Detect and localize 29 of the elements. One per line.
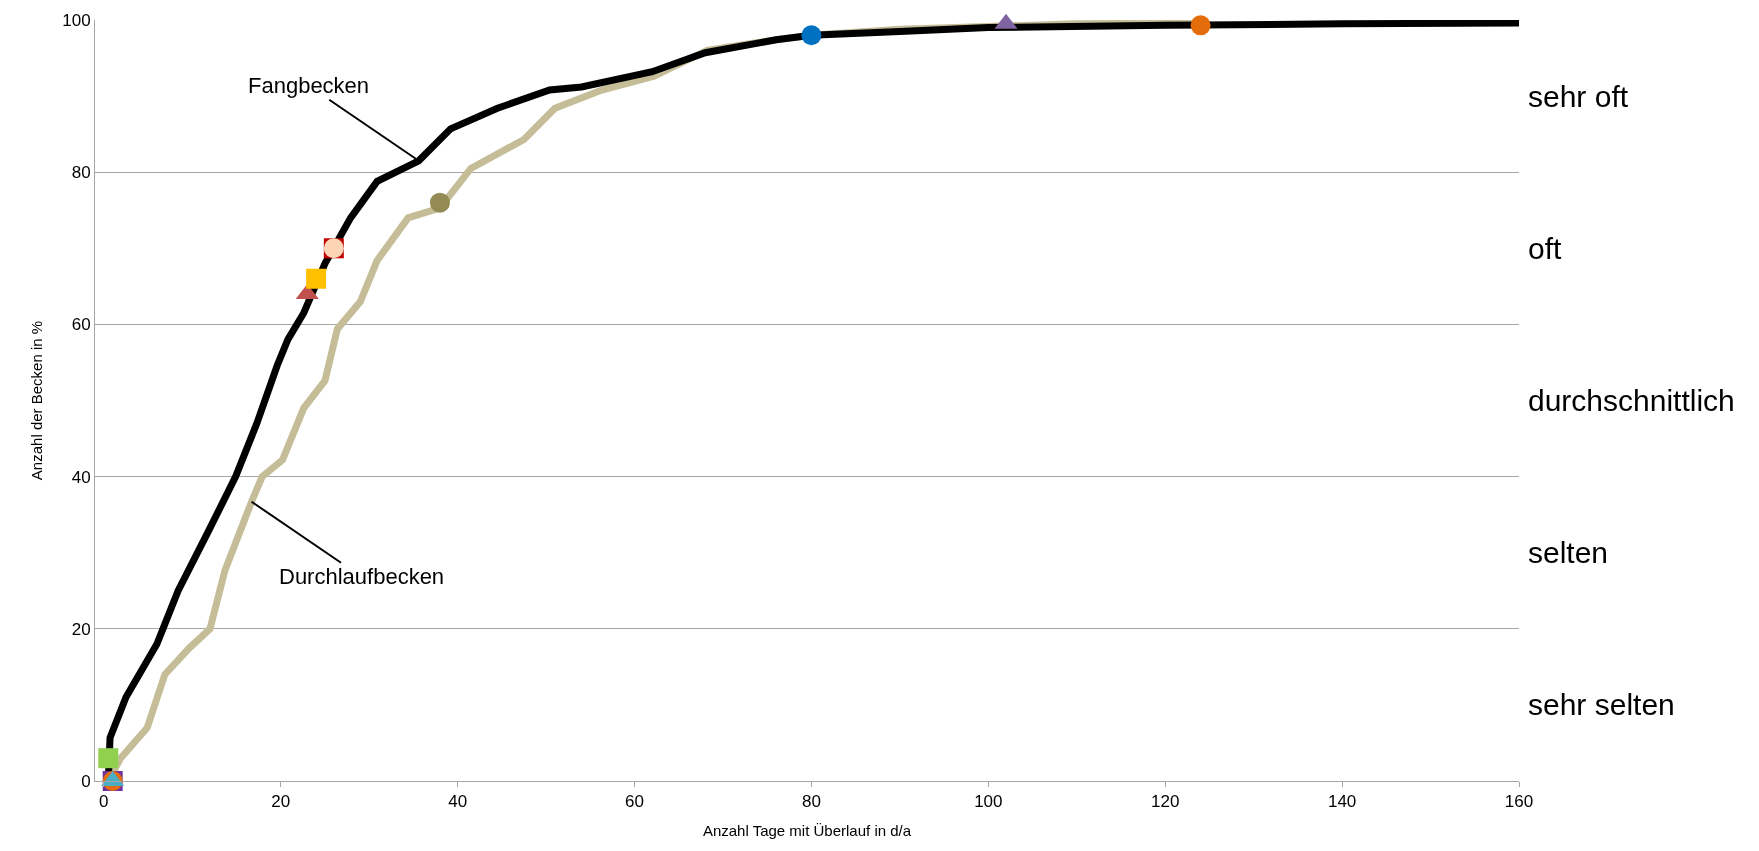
annotation: Fangbecken xyxy=(248,73,370,98)
x-tick-label: 120 xyxy=(1151,792,1180,812)
text: sehr oft xyxy=(1528,80,1629,113)
x-tick-label: 140 xyxy=(1327,792,1357,812)
point xyxy=(98,748,119,769)
x-tick-label: 160 xyxy=(1504,792,1534,812)
y-axis-title: Anzahl der Becken in % xyxy=(28,320,46,481)
y-tick-label: 80 xyxy=(71,163,91,183)
y-tick-label: 40 xyxy=(71,467,91,487)
x-tick-label: 100 xyxy=(974,792,1003,812)
point xyxy=(1190,15,1211,36)
point xyxy=(801,25,822,46)
x-axis-title: Anzahl Tage mit Überlauf in d/a xyxy=(702,822,912,840)
point xyxy=(306,268,327,289)
x-tick-label: 80 xyxy=(801,792,821,812)
x-tick-label: 20 xyxy=(271,792,291,812)
x-tick-label: 40 xyxy=(448,792,468,812)
text: selten xyxy=(1528,536,1609,569)
text: durchschnittlich xyxy=(1528,384,1735,417)
annotation: Durchlaufbecken xyxy=(279,564,445,589)
text: sehr selten xyxy=(1528,688,1675,721)
x-tick-label: 0 xyxy=(99,792,109,812)
x-tick-label: 60 xyxy=(625,792,644,812)
text: oft xyxy=(1528,232,1563,265)
y-tick-label: 20 xyxy=(71,619,91,639)
point xyxy=(429,192,450,213)
y-tick-label: 100 xyxy=(62,10,91,30)
y-tick-label: 60 xyxy=(71,315,91,335)
y-tick-label: 0 xyxy=(81,771,91,791)
